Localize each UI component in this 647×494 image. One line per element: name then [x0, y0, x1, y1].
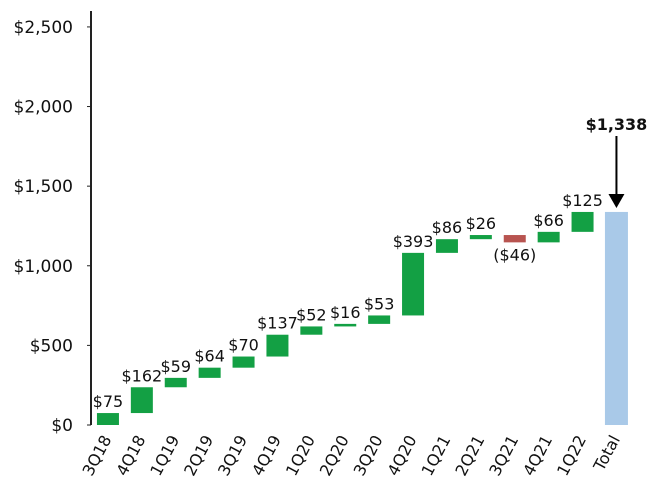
x-tick-label: 2Q20: [316, 432, 353, 479]
x-tick-label: 2Q21: [451, 432, 488, 479]
total-bar: [604, 211, 628, 425]
value-label: $52: [296, 305, 327, 324]
bar: [300, 326, 323, 335]
bar: [503, 235, 526, 243]
x-tick-label: 1Q20: [282, 432, 319, 479]
bar: [198, 367, 221, 378]
x-tick-label: 1Q19: [146, 432, 183, 479]
value-label: $66: [533, 211, 564, 230]
x-tick-label: Total: [589, 432, 624, 475]
x-tick-label: 4Q19: [248, 432, 285, 479]
x-tick-label: 3Q19: [214, 432, 251, 479]
y-tick-label: $500: [30, 336, 73, 356]
x-tick-label: 1Q21: [417, 432, 454, 479]
x-tick-label: 3Q20: [350, 432, 387, 479]
value-label: $53: [364, 294, 395, 313]
bar: [130, 387, 153, 414]
y-tick-label: $1,000: [14, 257, 73, 277]
bar: [96, 413, 119, 425]
bar: [469, 235, 492, 240]
bar: [164, 377, 187, 388]
value-label: ($46): [493, 245, 536, 264]
value-label: $125: [562, 191, 603, 210]
x-tick-label: 2Q19: [180, 432, 217, 479]
y-tick-label: $1,500: [14, 177, 73, 197]
total-label: $1,338: [586, 115, 647, 134]
x-tick-label: 4Q18: [112, 432, 149, 479]
bar: [571, 211, 594, 232]
x-tick-label: 1Q22: [553, 432, 590, 479]
bar: [435, 239, 458, 253]
bar: [334, 323, 357, 327]
x-tick-label: 4Q21: [519, 432, 556, 479]
value-label: $16: [330, 303, 361, 322]
value-label: $59: [160, 357, 191, 376]
y-tick-label: $0: [51, 416, 73, 436]
bar: [232, 356, 255, 368]
x-tick-label: 4Q20: [384, 432, 421, 479]
x-tick-label: 3Q21: [485, 432, 522, 479]
y-tick-label: $2,000: [14, 98, 73, 118]
value-label: $70: [228, 336, 259, 355]
value-label: $137: [257, 314, 298, 333]
x-tick-label: 3Q18: [78, 432, 115, 479]
bar: [266, 334, 289, 357]
value-label: $75: [93, 392, 124, 411]
bar: [368, 315, 391, 324]
value-label: $393: [393, 232, 434, 251]
arrow-head: [608, 193, 625, 208]
bar: [537, 231, 560, 243]
value-label: $86: [432, 218, 463, 237]
y-tick-label: $2,500: [14, 18, 73, 38]
value-label: $162: [121, 366, 162, 385]
value-label: $26: [466, 214, 497, 233]
bar: [402, 252, 425, 316]
value-label: $64: [194, 347, 225, 366]
